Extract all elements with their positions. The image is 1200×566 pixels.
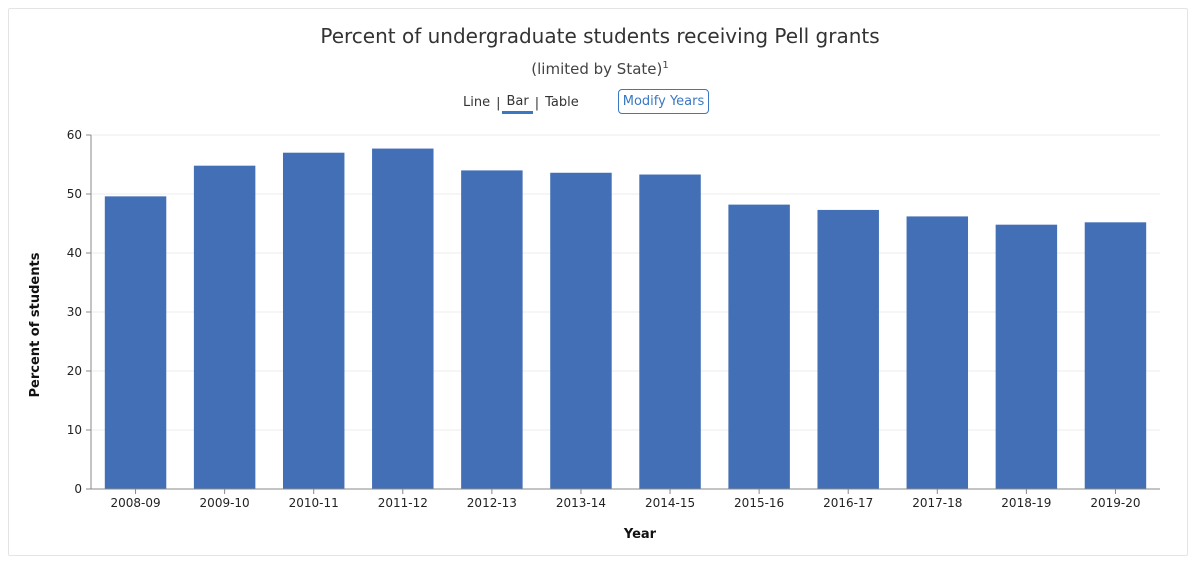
x-tick-label: 2011-12 bbox=[378, 496, 428, 510]
x-tick-label: 2019-20 bbox=[1090, 496, 1140, 510]
bar-2018-19[interactable] bbox=[995, 224, 1058, 489]
footnote-marker[interactable]: 1 bbox=[662, 60, 669, 71]
y-tick-label: 40 bbox=[67, 246, 82, 260]
y-tick-label: 20 bbox=[67, 364, 82, 378]
bar-2019-20[interactable] bbox=[1084, 222, 1147, 489]
bar-2015-16[interactable] bbox=[728, 204, 790, 489]
view-option-bar[interactable]: Bar bbox=[502, 93, 533, 114]
x-tick-label: 2017-18 bbox=[912, 496, 962, 510]
modify-years-button[interactable]: Modify Years bbox=[618, 89, 709, 114]
y-tick-label: 50 bbox=[67, 187, 82, 201]
bar-2013-14[interactable] bbox=[550, 172, 612, 489]
y-tick-label: 30 bbox=[67, 305, 82, 319]
chart-title: Percent of undergraduate students receiv… bbox=[320, 24, 880, 48]
y-tick-label: 60 bbox=[67, 128, 82, 142]
chart-subtitle: (limited by State)1 bbox=[0, 60, 1200, 78]
bar-2009-10[interactable] bbox=[193, 165, 256, 489]
y-axis-title: Percent of students bbox=[28, 252, 43, 397]
view-separator: | bbox=[496, 95, 501, 111]
x-tick-label: 2018-19 bbox=[1001, 496, 1051, 510]
axes: 0 10 20 30 40 50 60 2008-09 2009-10 2010-11 2011-1… bbox=[67, 128, 1160, 510]
bar-2017-18[interactable] bbox=[906, 216, 969, 490]
view-option-line[interactable]: Line bbox=[463, 95, 491, 110]
view-separator: | bbox=[534, 95, 540, 111]
bar-2014-15[interactable] bbox=[639, 174, 701, 489]
x-axis-title: Year bbox=[623, 527, 657, 542]
gridlines bbox=[91, 134, 1160, 431]
x-tick-label: 2016-17 bbox=[823, 496, 873, 510]
x-tick-label: 2008-09 bbox=[110, 496, 160, 510]
x-tick-label: 2015-16 bbox=[734, 496, 784, 510]
view-option-table[interactable]: Table bbox=[545, 95, 579, 110]
x-tick-label: 2012-13 bbox=[467, 496, 517, 510]
x-tick-label: 2009-10 bbox=[200, 496, 250, 510]
subtitle-text: (limited by State) bbox=[531, 60, 663, 78]
x-tick-label: 2014-15 bbox=[645, 496, 695, 510]
bar-2008-09[interactable] bbox=[104, 196, 167, 490]
x-tick-label: 2013-14 bbox=[556, 496, 606, 510]
bar-2012-13[interactable] bbox=[461, 170, 523, 489]
bars bbox=[104, 148, 1147, 490]
bar-2011-12[interactable] bbox=[372, 148, 434, 489]
y-tick-label: 0 bbox=[74, 482, 82, 496]
bar-2010-11[interactable] bbox=[282, 152, 345, 489]
view-switch: Line | Bar | Table bbox=[459, 92, 583, 114]
x-tick-label: 2010-11 bbox=[289, 496, 339, 510]
bar-2016-17[interactable] bbox=[817, 209, 879, 489]
y-tick-label: 10 bbox=[67, 423, 82, 437]
